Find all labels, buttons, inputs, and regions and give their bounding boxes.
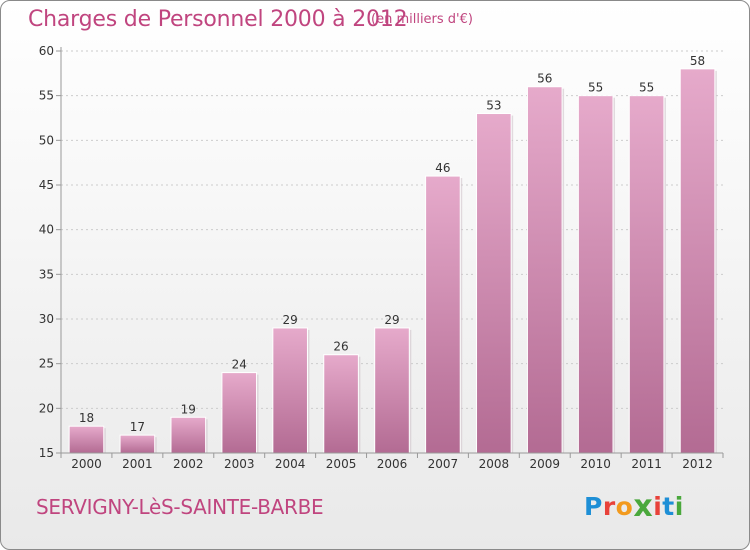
x-tick-label: 2012 — [682, 457, 713, 471]
y-tick-label: 55 — [39, 89, 54, 103]
data-label: 26 — [333, 340, 348, 354]
data-label: 29 — [384, 313, 399, 327]
y-tick-label: 20 — [39, 401, 54, 415]
logo-letter: i — [653, 492, 663, 521]
y-tick-label: 25 — [39, 357, 54, 371]
bar-2009 — [526, 86, 563, 454]
logo-letter: t — [662, 492, 675, 521]
x-tick-label: 2010 — [580, 457, 611, 471]
chart-subtitle: (en milliers d'€) — [371, 12, 473, 27]
bar-2011 — [628, 95, 665, 454]
data-label: 56 — [537, 72, 552, 86]
bar-2001 — [119, 434, 156, 454]
logo-letter: o — [615, 492, 634, 521]
bar-2004 — [272, 327, 308, 454]
bar-2006 — [374, 327, 410, 454]
y-tick-label: 40 — [39, 223, 54, 237]
data-label: 19 — [181, 402, 196, 416]
data-label: 58 — [690, 54, 705, 68]
y-tick-label: 15 — [39, 446, 54, 460]
x-tick-label: 2004 — [275, 457, 306, 471]
bar-2007 — [425, 175, 461, 454]
x-tick-label: 2002 — [173, 457, 204, 471]
x-tick-label: 2007 — [428, 457, 459, 471]
bar-2002 — [170, 416, 207, 454]
data-label: 24 — [232, 358, 247, 372]
data-label: 17 — [130, 420, 145, 434]
data-label: 55 — [639, 81, 654, 95]
y-tick-label: 50 — [39, 133, 54, 147]
x-tick-label: 2000 — [71, 457, 102, 471]
x-tick-label: 2006 — [377, 457, 408, 471]
y-tick-label: 30 — [39, 312, 54, 326]
x-tick-label: 2009 — [529, 457, 560, 471]
bar-2003 — [221, 372, 258, 454]
logo-letter: P — [584, 492, 603, 521]
data-label: 18 — [79, 411, 94, 425]
bar-2005 — [323, 354, 359, 454]
x-tick-label: 2011 — [631, 457, 662, 471]
commune-name: SERVIGNY-LèS-SAINTE-BARBE — [36, 495, 324, 519]
data-label: 46 — [435, 161, 450, 175]
bar-2012 — [679, 68, 716, 454]
x-tick-label: 2003 — [224, 457, 255, 471]
bar-2008 — [476, 113, 512, 454]
axis-layer — [56, 47, 724, 458]
x-tick-label: 2005 — [326, 457, 357, 471]
logo-letter: x — [633, 489, 654, 524]
label-layer: 15 20 25 30 35 40 45 50 55 60 2000 18 2001 17 2002 19 20… — [39, 44, 713, 471]
x-tick-label: 2008 — [479, 457, 510, 471]
data-label: 29 — [283, 313, 298, 327]
data-label: 55 — [588, 81, 603, 95]
logo-letter: r — [602, 492, 616, 521]
proxiti-logo[interactable]: Proxiti — [584, 488, 684, 524]
chart-title: Charges de Personnel 2000 à 2012 — [28, 7, 408, 32]
logo-letter: i — [674, 492, 684, 521]
bar-layer — [68, 68, 717, 454]
bar-2000 — [68, 425, 105, 454]
y-tick-label: 35 — [39, 267, 54, 281]
bar-2010 — [577, 95, 614, 454]
y-tick-label: 45 — [39, 178, 54, 192]
x-tick-label: 2001 — [122, 457, 153, 471]
y-tick-label: 60 — [39, 44, 54, 58]
data-label: 53 — [486, 99, 501, 113]
